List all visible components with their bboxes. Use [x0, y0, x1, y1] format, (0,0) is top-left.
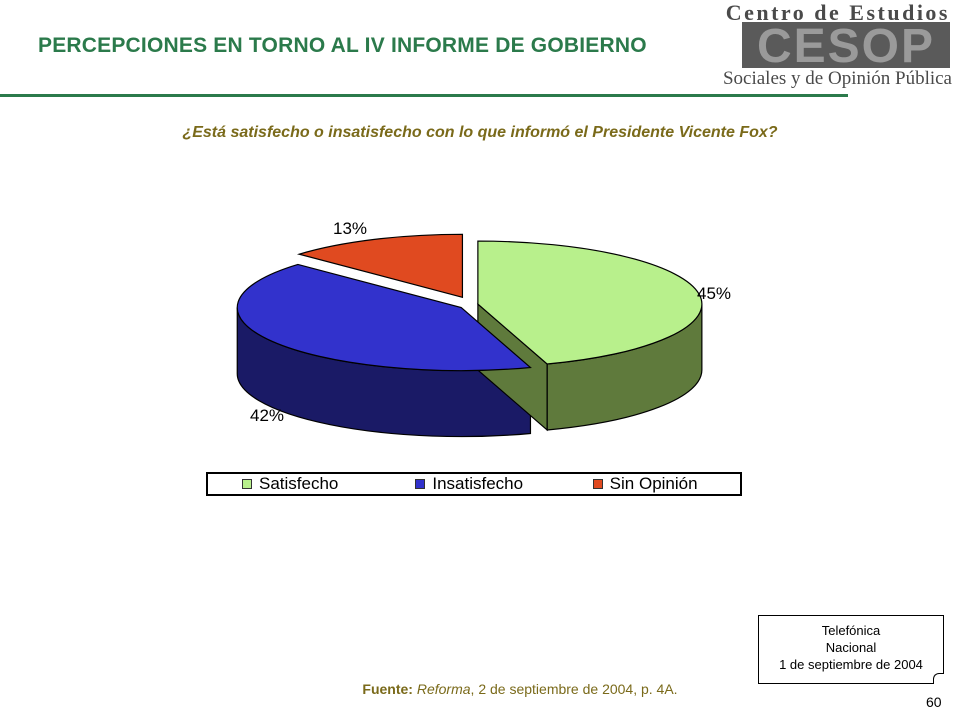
legend-label: Satisfecho [259, 474, 339, 493]
logo-top-text: Centro de Estudios [725, 0, 950, 25]
pie-data-label: 45% [697, 284, 731, 303]
pie-slice-satisfecho [477, 240, 703, 365]
pie-chart: 45% 42% 13% [236, 219, 731, 438]
source-prefix: Fuente: [362, 681, 413, 697]
survey-question: ¿Está satisfecho o insatisfecho con lo q… [182, 124, 778, 141]
source-rest: , 2 de septiembre de 2004, p. 4A. [470, 681, 678, 697]
pie-data-label: 42% [250, 406, 284, 425]
title-rule [0, 94, 848, 97]
legend-item: Insatisfecho [385, 474, 562, 494]
legend-label: Sin Opinión [609, 474, 698, 493]
legend-swatch [592, 479, 603, 489]
note-line-3: 1 de septiembre de 2004 [779, 657, 923, 672]
logo-bottom-text: Sociales y de Opinión Pública [722, 68, 952, 89]
svg-text:CESOP: CESOP [757, 22, 935, 68]
page-title: PERCEPCIONES EN TORNO AL IV INFORME DE G… [38, 34, 647, 57]
legend-label: Insatisfecho [432, 474, 524, 493]
legend-item: Sin Opinión [563, 474, 740, 494]
legend-item: Satisfecho [208, 474, 385, 494]
cesop-logo-mark: CESOP [742, 22, 950, 68]
page-number: 60 [926, 694, 942, 710]
pie-data-label: 13% [333, 219, 367, 238]
source-citation: Fuente: Reforma, 2 de septiembre de 2004… [0, 681, 960, 697]
source-publication: Reforma [416, 681, 471, 697]
chart-legend: Satisfecho Insatisfecho Sin Opinión [206, 472, 742, 496]
note-page-curl [933, 673, 944, 684]
legend-swatch [415, 479, 426, 489]
pie-slice-insatisfecho [236, 263, 532, 372]
note-line-2: Nacional [825, 640, 877, 655]
cesop-logo: Centro de Estudios CESOP Sociales y de O… [723, 0, 960, 96]
note-line-1: Telefónica [821, 623, 881, 638]
legend-swatch [242, 479, 252, 489]
method-note: Telefónica Nacional 1 de septiembre de 2… [758, 615, 944, 684]
pie-slice-sin-opini-n [296, 233, 464, 299]
